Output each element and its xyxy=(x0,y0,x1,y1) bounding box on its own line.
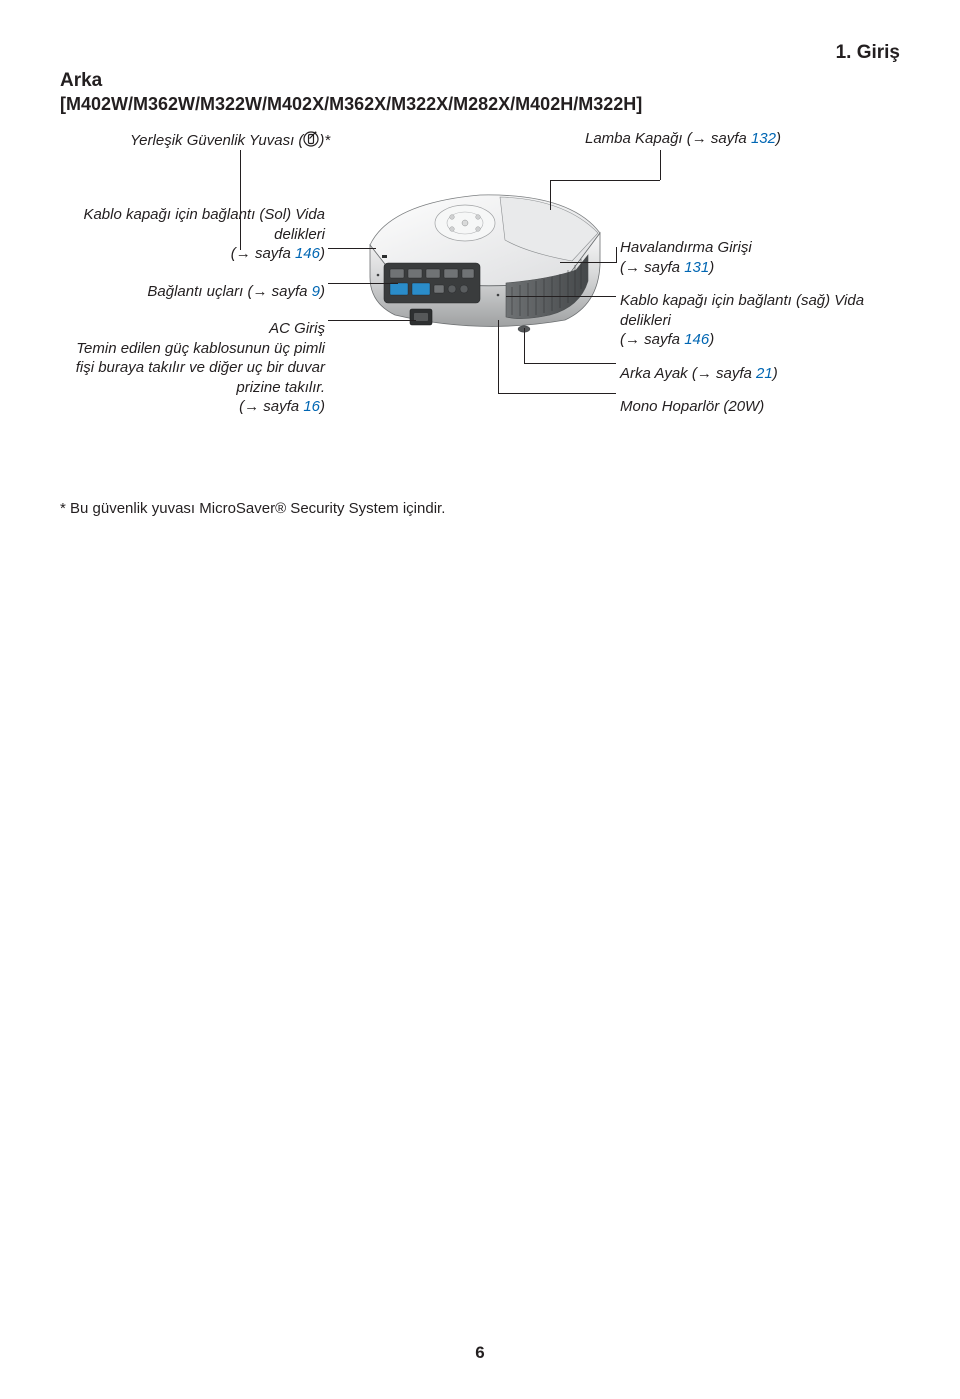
right-g1-l1: Havalandırma Girişi xyxy=(620,238,920,258)
security-slot-text-b: )* xyxy=(319,132,330,149)
left-g3-l4: prizine takılır. xyxy=(60,378,325,398)
security-slot-label: Yerleşik Güvenlik Yuvası ( )* xyxy=(130,130,330,149)
footnote: * Bu güvenlik yuvası MicroSaver® Securit… xyxy=(60,500,445,517)
leader-right3 xyxy=(524,363,616,364)
kensington-icon xyxy=(303,130,319,148)
leader-lamp-v2 xyxy=(550,180,551,210)
left-g3: AC Giriş Temin edilen güç kablosunun üç … xyxy=(60,319,325,417)
right-g4-l1: Mono Hoparlör (20W) xyxy=(620,397,920,417)
leader-lamp-h xyxy=(550,180,660,181)
left-g2-l1a: Bağlantı uçları (→ sayfa xyxy=(147,283,311,300)
right-g1-l2: (→ sayfa 131) xyxy=(620,258,920,278)
right-g2-l3: (→ sayfa 146) xyxy=(620,330,920,350)
left-g2-l1: Bağlantı uçları (→ sayfa 9) xyxy=(60,282,325,302)
lamp-cover-text-a: Lamba Kapağı (→ sayfa xyxy=(585,130,751,147)
right-g1-l2b: ) xyxy=(709,259,714,276)
section-header: 1. Giriş xyxy=(836,42,900,64)
right-callouts: Havalandırma Girişi (→ sayfa 131) Kablo … xyxy=(620,238,920,431)
left-g3-l5a: (→ sayfa xyxy=(239,398,303,415)
leader-right3v xyxy=(524,328,525,363)
leader-left3 xyxy=(328,320,416,321)
leader-right2 xyxy=(506,296,616,297)
right-g2-l2: delikleri xyxy=(620,311,920,331)
leader-lamp xyxy=(660,150,661,180)
right-g3-l1a: Arka Ayak (→ sayfa xyxy=(620,365,756,382)
leader-right1v xyxy=(616,247,617,263)
left-g3-l3: fişi buraya takılır ve diğer uç bir duva… xyxy=(60,358,325,378)
left-g3-l5: (→ sayfa 16) xyxy=(60,397,325,417)
left-g1: Kablo kapağı için bağlantı (Sol) Vida de… xyxy=(60,205,325,264)
left-g1-l3: (→ sayfa 146) xyxy=(60,244,325,264)
left-g1-l2: delikleri xyxy=(60,225,325,245)
left-g1-l1: Kablo kapağı için bağlantı (Sol) Vida xyxy=(60,205,325,225)
right-g2-l1: Kablo kapağı için bağlantı (sağ) Vida xyxy=(620,291,920,311)
left-g2: Bağlantı uçları (→ sayfa 9) xyxy=(60,282,325,302)
lamp-cover-text-b: ) xyxy=(776,130,781,147)
right-g1: Havalandırma Girişi (→ sayfa 131) xyxy=(620,238,920,277)
right-g2: Kablo kapağı için bağlantı (sağ) Vida de… xyxy=(620,291,920,350)
right-g4: Mono Hoparlör (20W) xyxy=(620,397,920,417)
leader-right1 xyxy=(560,262,616,263)
right-g3-l1: Arka Ayak (→ sayfa 21) xyxy=(620,364,920,384)
left-g3-l1: AC Giriş xyxy=(60,319,325,339)
right-g3: Arka Ayak (→ sayfa 21) xyxy=(620,364,920,384)
right-g2-l3a: (→ sayfa xyxy=(620,331,684,348)
security-slot-text-a: Yerleşik Güvenlik Yuvası ( xyxy=(130,132,303,149)
right-g1-l2a: (→ sayfa xyxy=(620,259,684,276)
left-g3-l2: Temin edilen güç kablosunun üç pimli xyxy=(60,339,325,359)
title-arka: Arka xyxy=(60,70,102,92)
lamp-cover-label: Lamba Kapağı (→ sayfa 132) xyxy=(585,130,781,147)
right-g1-l2page: 131 xyxy=(684,259,709,276)
left-g3-l5page: 16 xyxy=(303,398,320,415)
left-g1-l3b: ) xyxy=(320,245,325,262)
leader-left2 xyxy=(328,283,398,284)
right-g3-l1b: ) xyxy=(773,365,778,382)
leader-right4v xyxy=(498,320,499,393)
right-g2-l3page: 146 xyxy=(684,331,709,348)
leader-left1 xyxy=(328,248,376,249)
left-g1-l3page: 146 xyxy=(295,245,320,262)
lamp-cover-page: 132 xyxy=(751,130,776,147)
page-number: 6 xyxy=(0,1343,960,1363)
leader-right4 xyxy=(498,393,616,394)
left-g2-l1b: ) xyxy=(320,283,325,300)
model-line: [M402W/M362W/M322W/M402X/M362X/M322X/M28… xyxy=(60,94,642,115)
leader-security xyxy=(240,150,241,250)
projector-illustration xyxy=(350,185,610,385)
left-callouts: Kablo kapağı için bağlantı (Sol) Vida de… xyxy=(60,205,325,435)
right-g2-l3b: ) xyxy=(709,331,714,348)
right-g3-l1page: 21 xyxy=(756,365,773,382)
left-g2-l1page: 9 xyxy=(312,283,320,300)
left-g3-l5b: ) xyxy=(320,398,325,415)
